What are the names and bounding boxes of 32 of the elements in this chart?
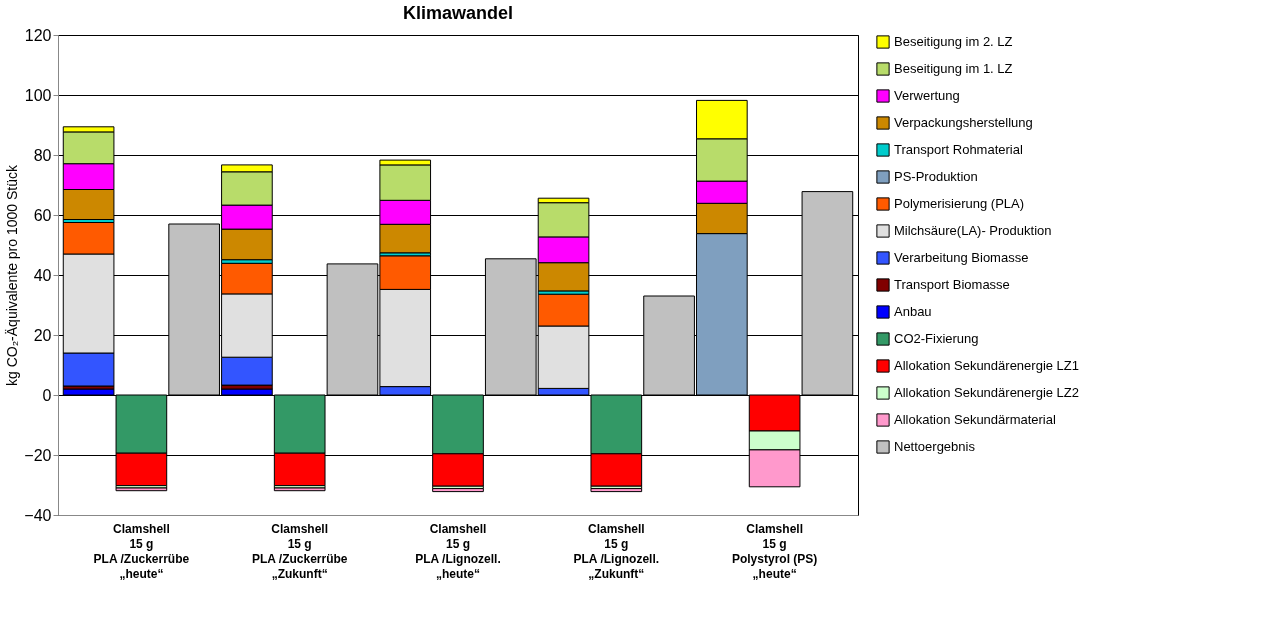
legend-label: PS-Produktion [894,169,978,184]
y-tick-label: 60 [33,206,52,224]
legend-label: Nettoergebnis [894,439,976,454]
y-tick-label: −20 [24,446,52,464]
x-tick-label: Clamshell 15 g PLA /Lignozell. „Zukunft“ [573,521,660,581]
legend-label: Milchsäure(LA)- Produktion [894,223,1052,238]
y-tick-label: 40 [33,266,52,284]
chart-title: Klimawandel [402,3,514,23]
x-tick-label: Clamshell 15 g PLA /Zuckerrübe „Zukunft“ [251,521,348,581]
legend-label: Allokation Sekundärenergie LZ2 [894,385,1080,400]
legend-label: Verwertung [894,88,960,103]
x-tick-label: Clamshell 15 g PLA /Lignozell. „heute“ [415,521,501,581]
legend-label: Allokation Sekundärmaterial [894,412,1056,427]
legend-label: Transport Rohmaterial [894,142,1023,157]
legend-label: Polymerisierung (PLA) [894,196,1025,211]
legend-label: Verarbeitung Biomasse [894,250,1029,265]
legend-label: Allokation Sekundärenergie LZ1 [894,358,1080,373]
y-tick-label: 20 [33,326,52,344]
legend-label: Beseitigung im 1. LZ [894,61,1013,76]
y-tick-label: 100 [24,86,52,104]
legend-label: CO2-Fixierung [894,331,979,346]
legend-label: Transport Biomasse [894,277,1010,292]
legend-label: Verpackungsherstellung [894,115,1033,130]
y-tick-label: 80 [33,146,52,164]
y-tick-label: 120 [24,26,52,44]
x-tick-label: Clamshell 15 g PLA /Zuckerrübe „heute“ [93,521,190,581]
y-axis-title: kg CO₂-Äquivalente pro 1000 Stück [4,164,21,386]
y-tick-label: −40 [24,506,52,524]
legend-label: Anbau [894,304,932,319]
y-tick-label: 0 [42,386,52,404]
legend-label: Beseitigung im 2. LZ [894,34,1013,49]
x-tick-label: Clamshell 15 g Polystyrol (PS) „heute“ [731,521,818,581]
